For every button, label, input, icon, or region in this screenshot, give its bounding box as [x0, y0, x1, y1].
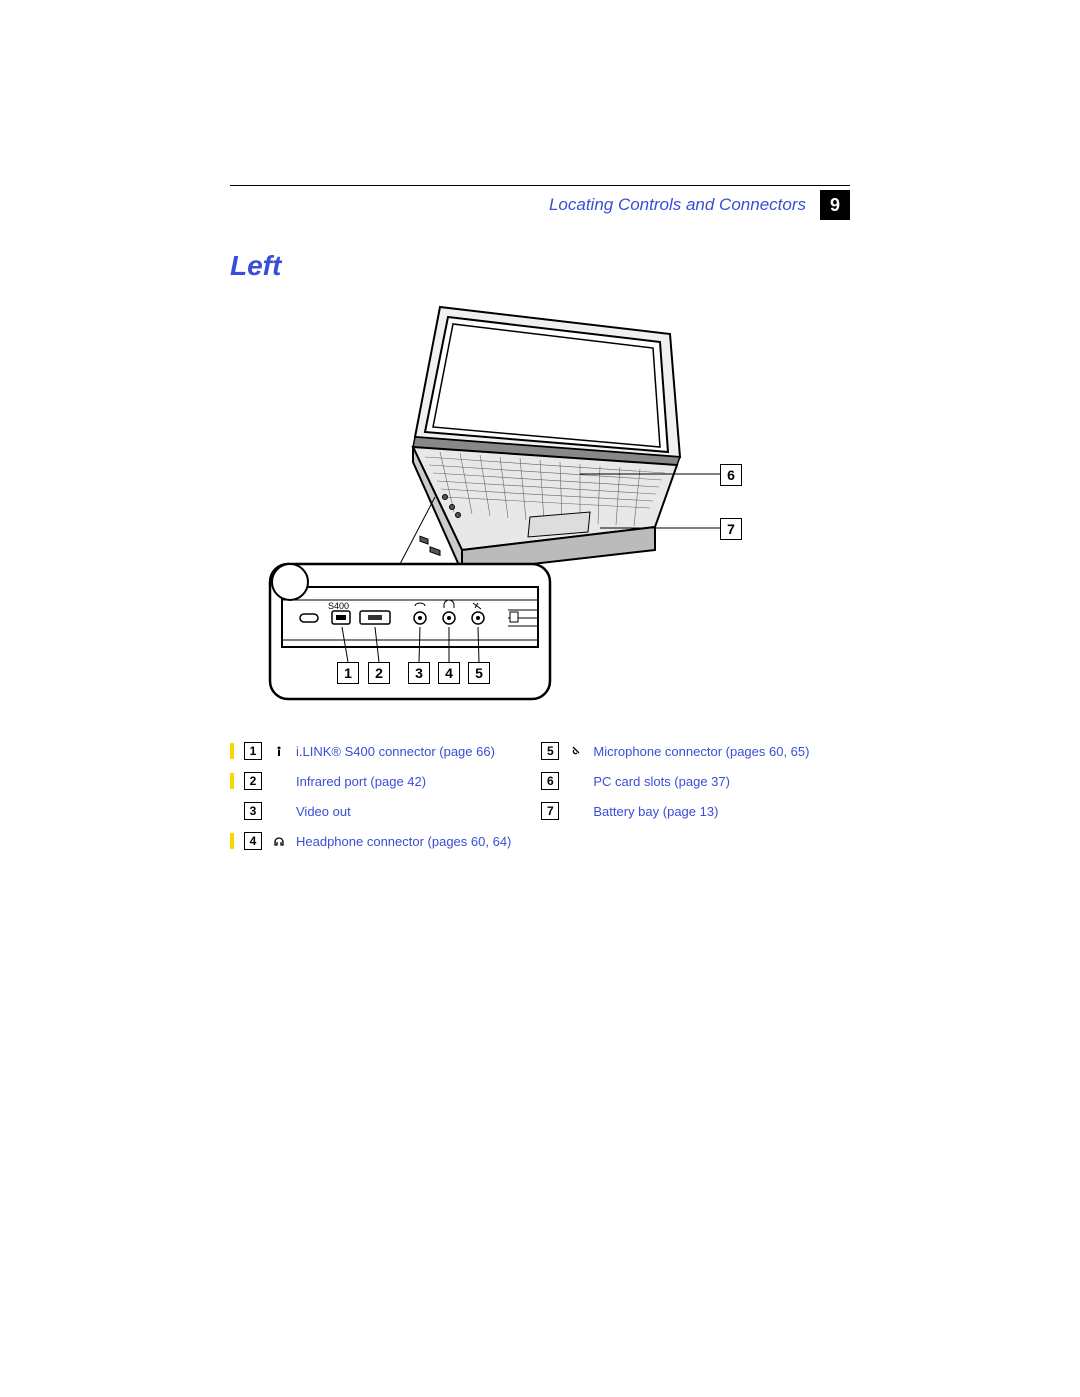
page-number: 9 [830, 195, 840, 216]
legend-text-6[interactable]: PC card slots (page 37) [593, 774, 730, 789]
legend-num-4: 4 [244, 832, 262, 850]
legend-num-6: 6 [541, 772, 559, 790]
callout-5: 5 [468, 662, 490, 684]
page-number-box: 9 [820, 190, 850, 220]
legend-item-6: 6 PC card slots (page 37) [541, 772, 809, 790]
legend-text-3: Video out [296, 804, 351, 819]
change-bar-icon [230, 833, 234, 849]
legend-text-5[interactable]: Microphone connector (pages 60, 65) [593, 744, 809, 759]
s400-label: S400 [328, 601, 349, 611]
legend-num-1: 1 [244, 742, 262, 760]
legend-item-4: 4 Headphone connector (pages 60, 64) [230, 832, 511, 850]
legend-col-right: 5 Microphone connector (pages 60, 65) 6 … [541, 742, 809, 850]
legend-text-7[interactable]: Battery bay (page 13) [593, 804, 718, 819]
change-bar-icon [230, 743, 234, 759]
change-bar-icon [230, 773, 234, 789]
microphone-icon [569, 744, 583, 758]
legend: 1 i.LINK® S400 connector (page 66) 2 Inf… [230, 742, 850, 850]
legend-item-5: 5 Microphone connector (pages 60, 65) [541, 742, 809, 760]
legend-item-2: 2 Infrared port (page 42) [230, 772, 511, 790]
legend-num-7: 7 [541, 802, 559, 820]
callout-1: 1 [337, 662, 359, 684]
legend-num-3: 3 [244, 802, 262, 820]
callout-7: 7 [720, 518, 742, 540]
legend-text-2[interactable]: Infrared port (page 42) [296, 774, 426, 789]
page-header: Locating Controls and Connectors 9 [230, 185, 850, 220]
legend-num-5: 5 [541, 742, 559, 760]
callout-6: 6 [720, 464, 742, 486]
legend-num-2: 2 [244, 772, 262, 790]
legend-item-7: 7 Battery bay (page 13) [541, 802, 809, 820]
legend-col-left: 1 i.LINK® S400 connector (page 66) 2 Inf… [230, 742, 511, 850]
laptop-svg: S400 [230, 302, 850, 732]
callout-4: 4 [438, 662, 460, 684]
laptop-diagram: S400 [230, 302, 850, 732]
legend-item-3: 3 Video out [230, 802, 511, 820]
section-title: Left [230, 250, 850, 282]
legend-text-1[interactable]: i.LINK® S400 connector (page 66) [296, 744, 495, 759]
manual-page: Locating Controls and Connectors 9 Left [230, 185, 850, 850]
headphone-icon [272, 834, 286, 848]
header-title: Locating Controls and Connectors [549, 195, 806, 215]
legend-text-4[interactable]: Headphone connector (pages 60, 64) [296, 834, 511, 849]
callout-2: 2 [368, 662, 390, 684]
legend-item-1: 1 i.LINK® S400 connector (page 66) [230, 742, 511, 760]
ilink-icon [272, 744, 286, 758]
callout-3: 3 [408, 662, 430, 684]
